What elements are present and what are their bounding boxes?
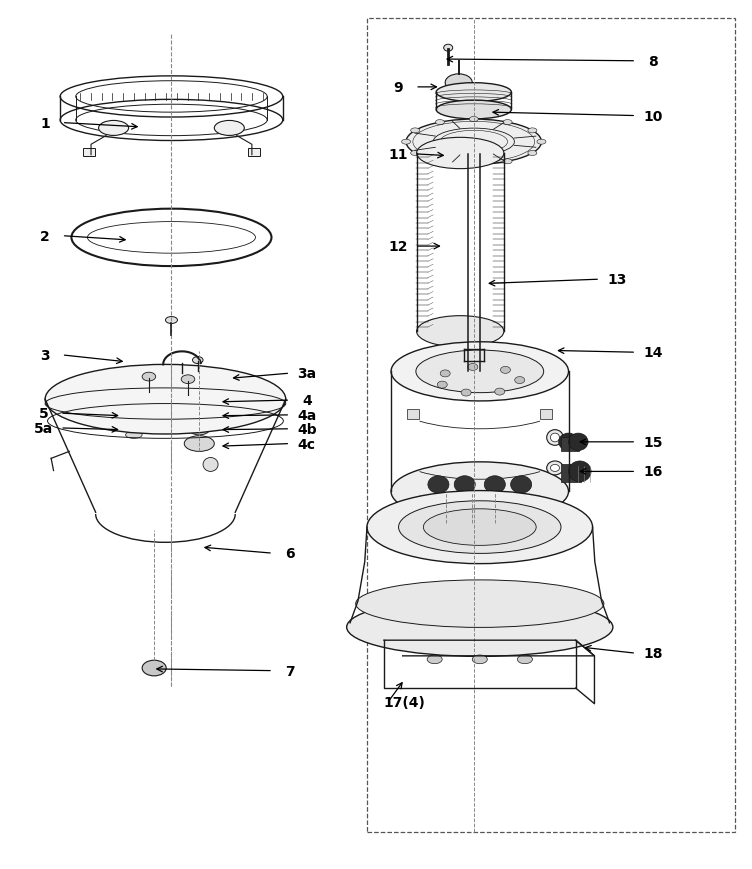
Ellipse shape <box>495 388 505 395</box>
Ellipse shape <box>547 430 563 446</box>
Text: 9: 9 <box>394 81 403 95</box>
Ellipse shape <box>461 389 471 396</box>
Ellipse shape <box>427 655 442 664</box>
Ellipse shape <box>399 501 561 554</box>
Ellipse shape <box>559 434 578 451</box>
Ellipse shape <box>550 465 559 472</box>
Text: 5: 5 <box>39 407 48 421</box>
Ellipse shape <box>193 357 203 364</box>
Text: 1: 1 <box>41 116 50 130</box>
Ellipse shape <box>184 436 214 452</box>
Ellipse shape <box>423 509 536 546</box>
Ellipse shape <box>503 121 512 125</box>
Ellipse shape <box>484 476 505 494</box>
Bar <box>83 149 95 157</box>
Text: 4a: 4a <box>297 408 317 422</box>
Text: 3a: 3a <box>297 367 317 381</box>
Ellipse shape <box>437 381 447 388</box>
Text: 2: 2 <box>41 229 50 243</box>
Text: 4: 4 <box>302 394 311 408</box>
Text: 7: 7 <box>285 664 294 678</box>
Text: 17(4): 17(4) <box>384 695 426 709</box>
Text: 18: 18 <box>643 647 663 660</box>
Ellipse shape <box>367 491 593 564</box>
Ellipse shape <box>569 434 588 451</box>
Ellipse shape <box>416 351 544 393</box>
Ellipse shape <box>517 655 532 664</box>
Ellipse shape <box>411 129 420 134</box>
Ellipse shape <box>435 121 444 125</box>
Bar <box>541 410 552 420</box>
Ellipse shape <box>203 458 218 472</box>
Ellipse shape <box>444 45 453 52</box>
Ellipse shape <box>468 364 478 371</box>
Ellipse shape <box>411 151 420 156</box>
Text: 10: 10 <box>643 109 663 123</box>
Ellipse shape <box>165 317 177 324</box>
Ellipse shape <box>391 462 569 521</box>
Ellipse shape <box>142 373 156 381</box>
Ellipse shape <box>391 342 569 401</box>
Ellipse shape <box>511 476 532 494</box>
Bar <box>408 410 419 420</box>
Text: 13: 13 <box>607 273 626 287</box>
Ellipse shape <box>569 461 591 482</box>
Ellipse shape <box>472 655 487 664</box>
Ellipse shape <box>99 122 129 136</box>
Ellipse shape <box>181 375 195 384</box>
Ellipse shape <box>550 434 559 442</box>
Text: 8: 8 <box>648 55 657 69</box>
Ellipse shape <box>445 75 472 92</box>
Ellipse shape <box>128 409 140 421</box>
Ellipse shape <box>528 151 537 156</box>
Ellipse shape <box>402 140 411 145</box>
Ellipse shape <box>440 370 450 377</box>
Text: 6: 6 <box>285 547 294 561</box>
Ellipse shape <box>436 83 511 103</box>
Ellipse shape <box>142 660 166 676</box>
Bar <box>561 437 579 451</box>
Ellipse shape <box>454 476 475 494</box>
Ellipse shape <box>347 598 613 657</box>
Ellipse shape <box>126 432 142 439</box>
Ellipse shape <box>214 122 244 136</box>
Ellipse shape <box>528 129 537 134</box>
Text: 4b: 4b <box>297 422 317 436</box>
Ellipse shape <box>128 423 140 435</box>
Ellipse shape <box>428 476 449 494</box>
Ellipse shape <box>186 409 212 421</box>
Ellipse shape <box>175 369 189 381</box>
Text: 15: 15 <box>643 435 663 449</box>
Ellipse shape <box>537 140 546 145</box>
Bar <box>561 464 581 482</box>
Ellipse shape <box>435 160 444 164</box>
Bar <box>367 19 735 833</box>
Ellipse shape <box>514 377 525 384</box>
Ellipse shape <box>469 117 478 123</box>
Ellipse shape <box>469 163 478 168</box>
Ellipse shape <box>417 316 504 348</box>
Ellipse shape <box>126 418 142 425</box>
Text: 12: 12 <box>389 240 408 254</box>
Ellipse shape <box>500 367 511 374</box>
Text: 16: 16 <box>643 465 663 479</box>
Text: 4c: 4c <box>298 437 316 451</box>
Ellipse shape <box>417 138 504 169</box>
Ellipse shape <box>503 160 512 164</box>
Text: 14: 14 <box>643 346 663 360</box>
Ellipse shape <box>45 365 286 434</box>
Ellipse shape <box>547 461 563 475</box>
Ellipse shape <box>356 580 604 627</box>
Text: 3: 3 <box>41 348 50 362</box>
Ellipse shape <box>436 101 511 120</box>
Text: 11: 11 <box>389 148 408 162</box>
Ellipse shape <box>184 394 214 409</box>
Bar <box>248 149 260 157</box>
Ellipse shape <box>189 423 210 435</box>
Text: 5a: 5a <box>34 421 53 435</box>
Ellipse shape <box>406 120 541 165</box>
